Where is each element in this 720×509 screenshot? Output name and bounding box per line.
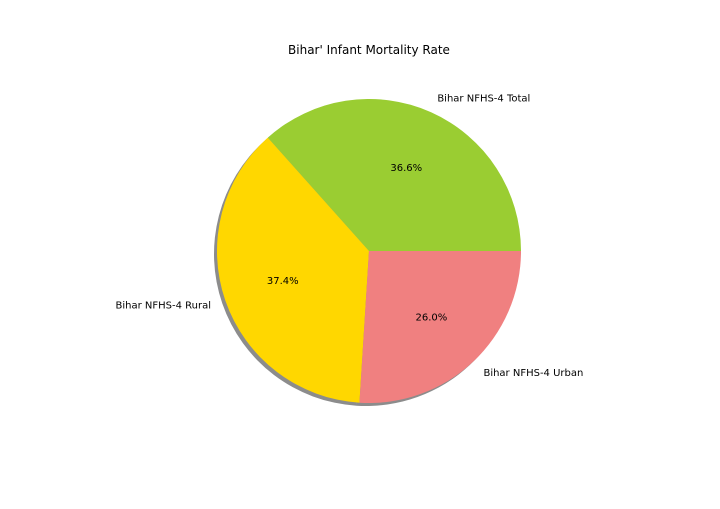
slice-label-bihar-nfhs-4-total: Bihar NFHS-4 Total [437,93,530,104]
slice-percent-bihar-nfhs-4-rural: 37.4% [267,276,299,287]
slice-percent-bihar-nfhs-4-total: 36.6% [390,163,422,174]
pie-slice-bihar-nfhs-4-urban [359,251,521,403]
chart-title: Bihar' Infant Mortality Rate [288,43,450,57]
slice-percent-bihar-nfhs-4-urban: 26.0% [416,312,448,323]
pie-labels: Bihar NFHS-4 Total 36.6% Bihar NFHS-4 Rura… [115,93,583,378]
pie-slice-bihar-nfhs-4-rural [217,137,369,403]
pie-slices [217,99,521,403]
pie-slice-bihar-nfhs-4-total [267,99,521,251]
slice-label-bihar-nfhs-4-urban: Bihar NFHS-4 Urban [483,368,583,379]
slice-label-bihar-nfhs-4-rural: Bihar NFHS-4 Rural [115,301,211,312]
